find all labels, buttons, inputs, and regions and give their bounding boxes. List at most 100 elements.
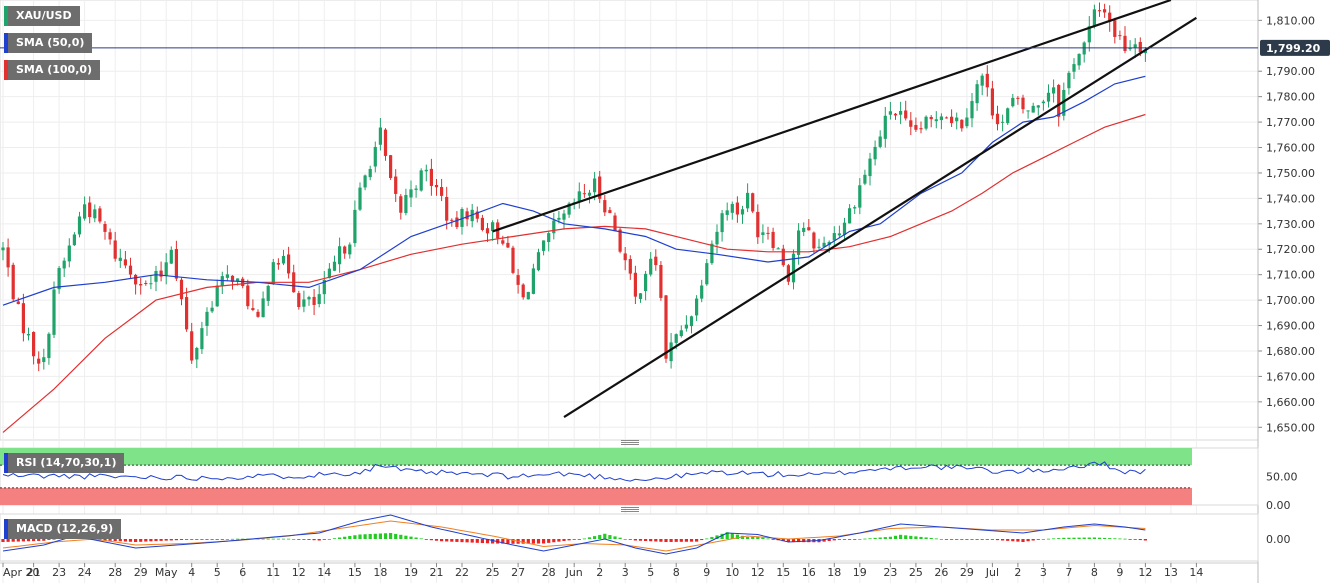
macd-histogram-bar [939,539,943,540]
y-tick-label: 1,660.00 [1266,396,1315,409]
macd-histogram-bar [154,539,158,542]
candle-body [327,268,331,279]
x-tick-label: 24 [78,566,92,579]
candle-body [526,291,530,300]
macd-histogram-bar [276,538,280,540]
macd-histogram-bar [338,537,342,539]
macd-histogram-bar [103,539,107,541]
x-tick-label: 8 [1091,566,1098,579]
candle-body [445,196,449,221]
macd-histogram-bar [424,539,428,540]
candle-body [506,242,510,248]
macd-histogram-bar [414,537,418,539]
macd-histogram-bar [491,539,495,544]
candle-body [934,119,938,122]
x-tick-label: 13 [1164,566,1178,579]
candle-body [98,208,102,222]
macd-histogram-bar [470,539,474,543]
x-tick-label: 27 [511,566,525,579]
y-tick-label: 1,760.00 [1266,142,1315,155]
macd-histogram-bar [919,536,923,539]
x-tick-label: 23 [52,566,66,579]
legend-macd[interactable]: MACD (12,26,9) [4,519,122,539]
macd-histogram-bar [1036,539,1040,540]
macd-histogram-bar [628,539,632,540]
candle-body [215,285,219,307]
candle-body [501,240,505,244]
candle-body [332,261,337,271]
macd-histogram-bar [159,539,163,541]
x-tick-label: 19 [853,566,867,579]
candle-body [689,316,694,327]
candle-body [939,116,943,121]
candle-body [154,271,158,282]
macd-histogram-bar [1,539,5,542]
macd-histogram-bar [47,539,51,540]
legend-sma50[interactable]: SMA (50,0) [4,33,93,53]
candle-body [919,128,923,130]
x-tick-label: 16 [802,566,816,579]
x-tick-label: 23 [883,566,897,579]
candle-body [791,253,796,283]
macd-histogram-bar [934,538,938,540]
candle-body [6,247,10,268]
candle-body [751,193,755,212]
macd-histogram-bar [1103,537,1107,539]
candle-body [725,210,729,215]
legend-sma100[interactable]: SMA (100,0) [4,60,101,80]
candle-body [674,334,678,343]
legend-symbol-label: XAU/USD [16,9,72,22]
candle-body [638,293,643,299]
candle-body [990,88,994,116]
macd-histogram-bar [669,539,673,542]
candle-body [128,265,133,275]
macd-histogram-bar [307,539,311,540]
macd-histogram-bar [914,536,918,539]
macd-histogram-bar [195,539,199,540]
candle-body [633,272,637,297]
macd-histogram-bar [1113,538,1117,540]
candle-body [317,294,321,305]
candle-body [531,268,535,294]
macd-histogram-bar [1001,539,1005,541]
macd-histogram-bar [893,535,898,539]
candle-body [730,203,734,213]
legend-macd-label: MACD (12,26,9) [16,522,114,535]
macd-histogram-bar [383,533,388,539]
candle-body [1067,72,1071,89]
macd-histogram-bar [542,539,546,544]
macd-histogram-bar [241,538,245,540]
candle-body [899,110,903,115]
legend-rsi[interactable]: RSI (14,70,30,1) [4,453,125,473]
candle-body [980,75,984,86]
macd-histogram-bar [858,539,862,540]
candle-body [761,232,765,235]
macd-histogram-bar [144,539,148,542]
macd-histogram-bar [1067,537,1071,539]
pane-resize-handle-2[interactable] [621,507,639,512]
candle-body [628,259,632,274]
macd-histogram-bar [16,539,20,542]
x-tick-label: 18 [373,566,387,579]
macd-histogram-bar [134,539,138,542]
candle-body [797,230,801,255]
x-tick-label: 26 [934,566,948,579]
candle-body [455,217,459,228]
macd-histogram-bar [455,539,459,542]
candle-body [1143,49,1147,54]
macd-histogram-bar [220,539,224,540]
pane-resize-handle-1[interactable] [621,440,639,445]
candle-body [363,175,367,188]
candle-body [77,216,82,235]
legend-symbol[interactable]: XAU/USD [4,6,80,26]
macd-histogram-bar [261,538,265,540]
candle-body [47,333,51,359]
candle-body [837,233,841,236]
macd-histogram-bar [1057,538,1061,539]
candle-body [695,298,699,316]
macd-histogram-bar [1143,539,1147,541]
macd-histogram-bar [1087,537,1091,539]
candle-body [450,219,454,221]
candle-body [995,113,1000,125]
